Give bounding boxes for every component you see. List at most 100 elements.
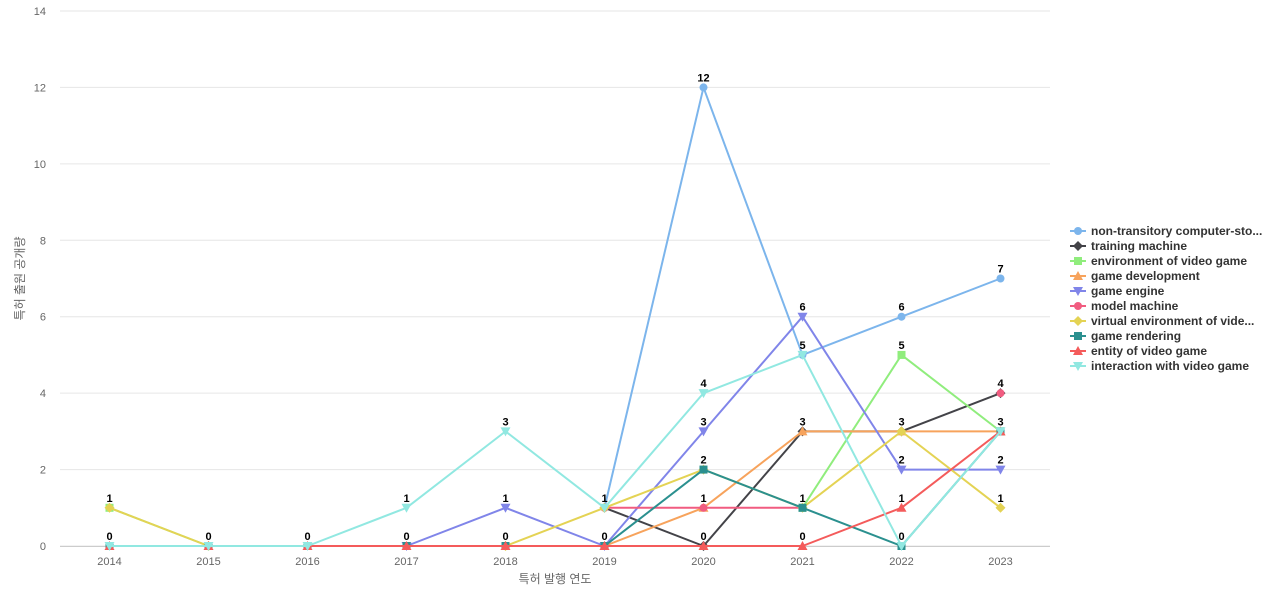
series-interaction-with-video-game [104,350,1006,551]
data-label: 0 [304,531,310,543]
legend-marker-icon [1070,331,1086,340]
legend-item[interactable]: non-transitory computer-sto... [1070,223,1275,238]
series-virtual-environment-of-vide [104,426,1006,551]
data-label: 1 [799,493,805,505]
data-label: 2 [700,455,706,467]
data-point [897,312,906,321]
legend-marker-icon [1070,315,1086,326]
data-point [302,542,313,551]
data-point [401,541,412,550]
y-tick-label: 2 [40,465,46,477]
legend-item[interactable]: interaction with video game [1070,358,1275,373]
legend-item[interactable]: entity of video game [1070,343,1275,358]
data-point [698,389,709,399]
series-non-transitory-computer-sto [600,83,1005,512]
legend-label: game rendering [1091,328,1182,343]
legend-label: game development [1091,268,1200,283]
legend-item[interactable]: training machine [1070,238,1275,253]
data-label: 0 [106,531,112,543]
data-point [698,427,709,437]
x-tick-label: 2019 [592,556,616,568]
legend-marker-icon [1070,286,1086,296]
data-label: 0 [403,531,409,543]
series-line [109,430,1002,547]
legend-symbol [1073,286,1083,296]
legend-item[interactable]: virtual environment of vide... [1070,313,1275,328]
x-tick-label: 2020 [691,556,715,568]
data-label: 4 [700,378,707,390]
data-point [996,389,1005,398]
data-point [896,542,907,551]
data-point [401,503,412,513]
legend-label: environment of video game [1091,253,1248,268]
data-label: 1 [403,493,409,505]
legend-item[interactable]: game engine [1070,283,1275,298]
legend-marker-icon [1070,345,1086,355]
x-tick-label: 2018 [493,556,517,568]
data-label: 1 [997,493,1003,505]
y-tick-label: 12 [34,82,46,94]
y-tick-label: 0 [40,541,46,553]
data-point [896,502,907,512]
data-point [798,503,807,512]
series-line [604,430,1001,547]
y-axis-title: 특허 출원 공개량 [13,237,27,321]
data-label: 6 [898,302,904,314]
x-tick-label: 2016 [295,556,319,568]
legend-marker-icon [1070,361,1086,371]
y-tick-label: 14 [34,6,46,18]
data-point [797,426,808,436]
legend-marker-icon [1070,301,1086,310]
y-tick-label: 6 [40,312,46,324]
x-axis-title: 특허 발행 연도 [519,571,592,586]
data-label: 1 [700,493,706,505]
chart-legend: non-transitory computer-sto... training m… [1070,223,1275,373]
legend-label: entity of video game [1091,343,1208,358]
data-point [699,465,708,474]
legend-item[interactable]: game development [1070,268,1275,283]
data-label: 7 [997,264,1003,276]
data-point [797,541,808,550]
legend-label: training machine [1091,238,1188,253]
x-tick-label: 2017 [394,556,418,568]
data-point [104,502,115,513]
data-label: 0 [700,531,706,543]
data-point [896,426,907,437]
data-point [996,274,1005,283]
series-line [603,86,1001,509]
legend-symbol [1073,361,1083,371]
x-tick-label: 2022 [889,556,913,568]
legend-item[interactable]: environment of video game [1070,253,1275,268]
data-point [995,427,1006,437]
legend-symbol [1074,226,1082,235]
series-line [109,506,209,547]
data-point [797,312,808,322]
data-label: 0 [205,531,211,543]
data-label: 6 [799,302,805,314]
data-point [699,503,708,512]
legend-symbol [1073,270,1083,280]
x-tick-label: 2014 [97,556,121,568]
data-point [699,83,708,92]
data-label: 3 [502,416,508,428]
legend-symbol [1073,315,1083,326]
y-tick-label: 10 [34,159,46,171]
legend-item[interactable]: game rendering [1070,328,1275,343]
legend-item[interactable]: model machine [1070,298,1275,313]
data-label: 5 [799,340,805,352]
legend-marker-icon [1070,270,1086,280]
data-label: 3 [898,416,904,428]
data-point [995,502,1006,513]
legend-symbol [1074,301,1082,310]
data-point [203,542,214,551]
data-label: 1 [601,493,607,505]
data-point [995,465,1006,475]
series-line [109,353,1002,547]
data-point [599,541,610,550]
legend-label: virtual environment of vide... [1091,313,1255,328]
data-point [500,503,511,513]
data-label: 4 [997,378,1004,390]
data-point [797,350,808,360]
